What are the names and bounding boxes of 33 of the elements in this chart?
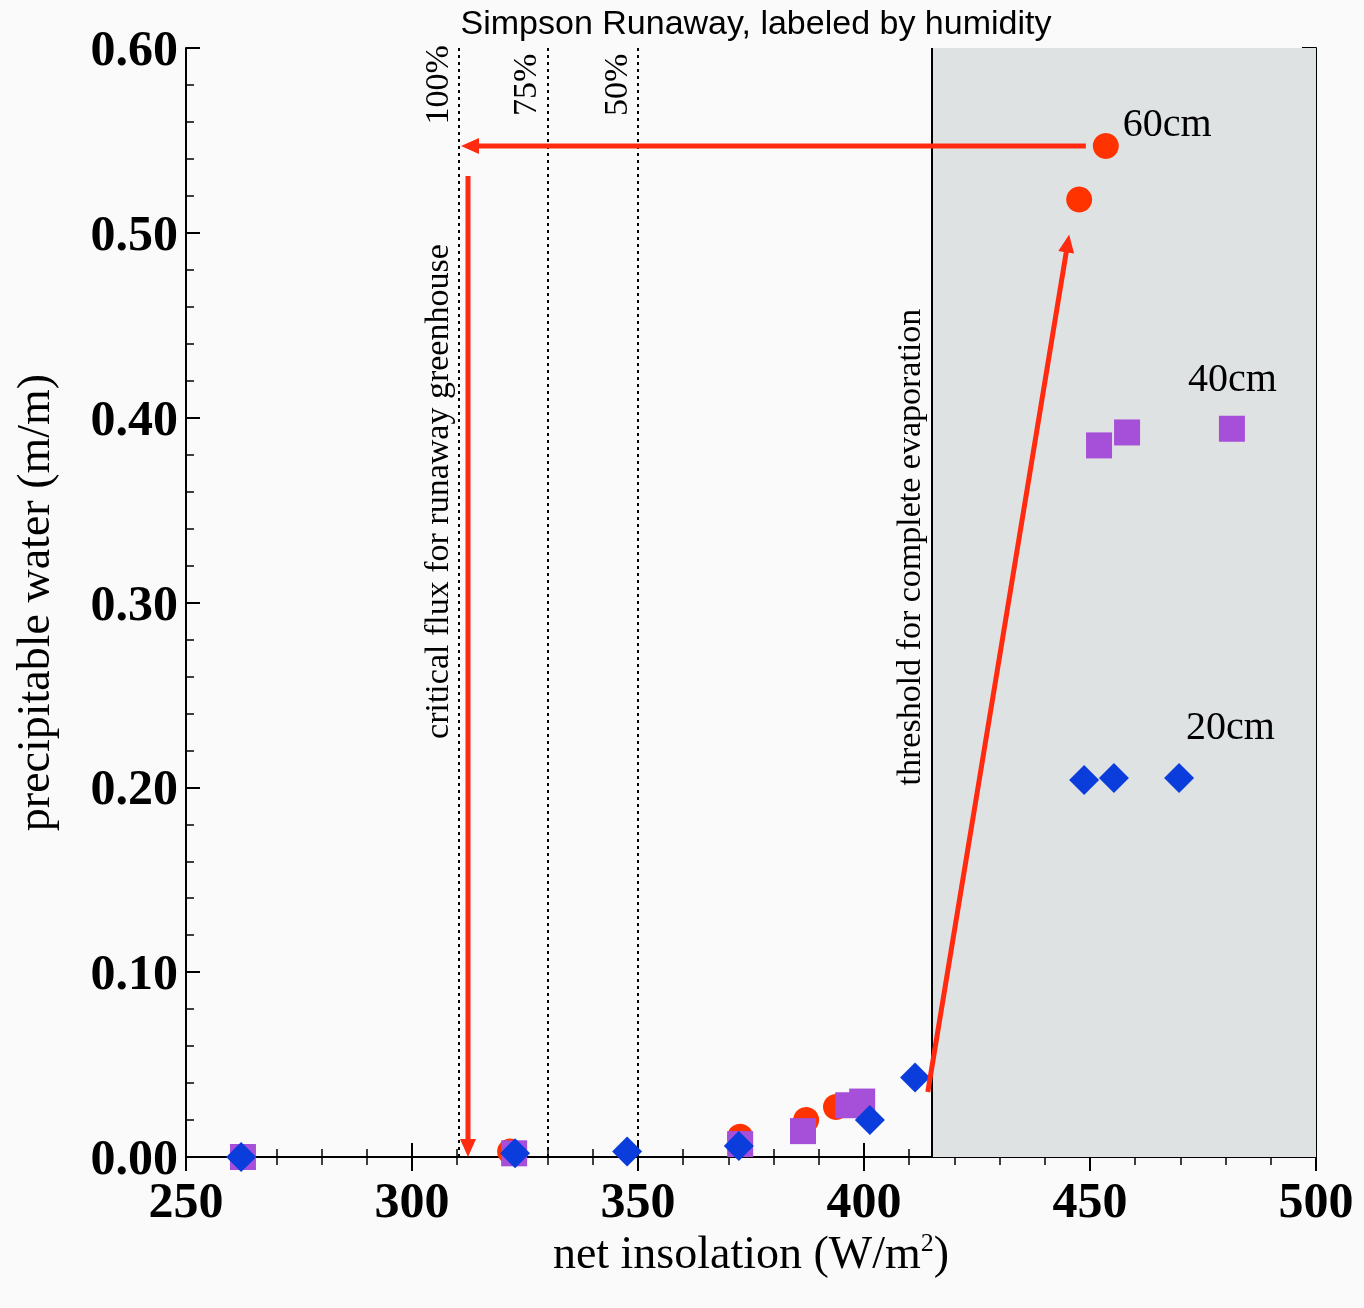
y-tick-label: 0.30 xyxy=(90,574,178,631)
point xyxy=(1086,432,1113,459)
y-tick-label: 0.10 xyxy=(90,944,178,1001)
y-axis-title: precipitable water (m/m) xyxy=(7,373,59,832)
series-label: 20cm xyxy=(1186,702,1275,748)
series-label: 40cm xyxy=(1188,355,1277,401)
point xyxy=(612,1136,643,1167)
x-tick-label: 300 xyxy=(374,1172,450,1228)
y-tick-label: 0.40 xyxy=(90,389,178,446)
x-tick-label: 500 xyxy=(1278,1172,1354,1228)
annotation: critical flux for runaway greenhouse xyxy=(417,244,455,739)
point xyxy=(854,1105,885,1136)
point xyxy=(1092,132,1119,159)
series-label: 60cm xyxy=(1122,100,1212,146)
point xyxy=(1164,763,1195,794)
x-tick-label: 350 xyxy=(600,1172,676,1228)
annotation: 100% xyxy=(417,45,455,125)
point xyxy=(1069,764,1100,795)
point xyxy=(900,1062,931,1093)
point xyxy=(1218,415,1245,442)
x-tick-label: 400 xyxy=(826,1172,902,1228)
y-tick-label: 0.60 xyxy=(90,20,178,76)
point xyxy=(789,1118,816,1145)
y-tick-label: 0.50 xyxy=(90,204,178,261)
point xyxy=(1098,763,1129,794)
point xyxy=(1066,186,1093,213)
y-tick-label: 0.20 xyxy=(90,759,178,816)
annotation: 75% xyxy=(506,53,544,117)
x-tick-label: 450 xyxy=(1052,1172,1128,1228)
annotation: 50% xyxy=(596,53,634,117)
ref-line-label: threshold for complete evaporation xyxy=(890,308,928,786)
point xyxy=(1114,419,1141,446)
chart-title: Simpson Runaway, labeled by humidity xyxy=(460,3,1052,41)
